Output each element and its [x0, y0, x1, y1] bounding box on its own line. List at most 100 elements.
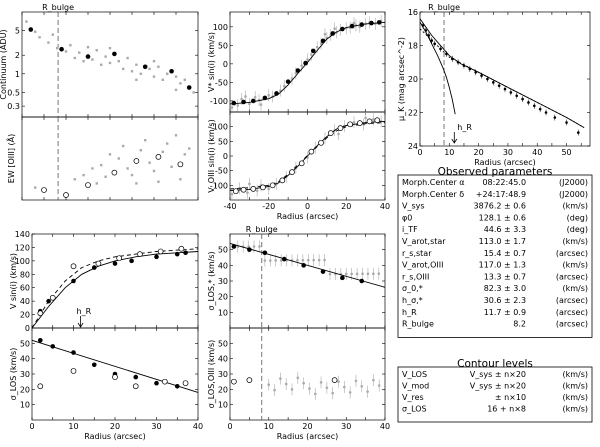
vstar-gray-point — [230, 106, 234, 109]
y-tick-label: 10 — [218, 401, 228, 410]
continuum-gray-point — [130, 70, 134, 73]
sigma-gas-gray-point — [343, 385, 346, 389]
y-tick-label: 2 — [15, 51, 20, 60]
x-tick-label: 40 — [193, 422, 203, 431]
vgas-point — [240, 186, 247, 193]
vsin-open-point — [49, 294, 56, 301]
continuum-point — [186, 85, 192, 90]
y-tick-label: 10 — [20, 401, 30, 410]
ew-gray-point — [104, 175, 107, 178]
vstar-gray-point — [240, 97, 243, 101]
y-axis-label: EW [OIII] (Å) — [5, 134, 16, 183]
vstar-point — [295, 68, 301, 73]
ew-gray-point — [139, 149, 142, 152]
vgas-model-curve — [229, 120, 386, 192]
sigma-open-point — [132, 383, 139, 390]
continuum-point — [169, 68, 174, 74]
ew-point — [111, 169, 118, 176]
panel-surface_brightness: 0 10 20 30 40 50 16 18 20 22 24 Radius (arcsec) μ_K … — [397, 3, 591, 167]
params-row-name: V_sys — [402, 202, 425, 211]
continuum-gray-point — [179, 82, 182, 85]
x-axis-label: Radius (arcsec) — [474, 158, 536, 167]
sigma-point — [50, 344, 56, 349]
sb-point — [491, 81, 495, 84]
sigma-star-gray-point — [269, 259, 272, 262]
params-row-value: 128.1 ± 0.6 — [479, 213, 526, 222]
contour-row-name: V_res — [402, 393, 424, 402]
continuum-gray-point — [108, 46, 112, 50]
x-tick-label: 20 — [110, 422, 120, 431]
y-tick-label: 100 — [15, 257, 30, 266]
x-tick-label: 0 — [29, 422, 34, 431]
vstar-gray-point — [310, 53, 313, 56]
sigma-gas-gray-point — [308, 387, 311, 390]
params-row-value: +24:17:48.9 — [476, 190, 526, 199]
sigma-gas-gray-point — [360, 384, 364, 388]
params-table-title: Observed parameters — [438, 166, 553, 178]
contour-table: Contour levels V_LOS V_sys ± n×20 (km/s) V_m… — [397, 358, 593, 423]
sigma-star-gray-point — [301, 258, 305, 262]
vstar-gray-point — [352, 21, 356, 25]
continuum-gray-point — [126, 56, 129, 60]
continuum-gray-point — [174, 75, 178, 78]
bulge-label: R_bulge — [42, 3, 74, 12]
sb-point — [427, 34, 431, 37]
y-tick-label: 24 — [408, 142, 418, 151]
sb-point — [474, 71, 477, 74]
params-row-value: 117.0 ± 1.3 — [479, 261, 526, 270]
bulge-model-curve — [419, 21, 456, 115]
continuum-gray-point — [148, 67, 151, 71]
vstar-point — [320, 38, 326, 44]
params-row-value: 3876.2 ± 0.6 — [474, 202, 527, 211]
vstar-point — [359, 22, 365, 27]
ew-gray-point — [73, 178, 76, 181]
params-row-unit: (deg) — [567, 213, 588, 222]
vgas-point — [289, 169, 295, 175]
vstar-gray-point — [253, 95, 257, 99]
vsin-model-curve — [31, 251, 199, 329]
ew-gray-point — [152, 169, 156, 173]
vgas-point — [374, 117, 381, 124]
continuum-point — [59, 46, 64, 52]
sigma-star-point — [231, 244, 237, 249]
params-row-value: 15.4 ± 0.7 — [484, 249, 526, 258]
vstar-point — [285, 79, 291, 84]
continuum-gray-point — [82, 59, 85, 63]
sb-point — [450, 57, 454, 61]
vsin-open-point — [70, 263, 77, 270]
ew-gray-point — [100, 163, 103, 167]
vstar-gray-point — [323, 32, 327, 36]
y-tick-label: 5 — [15, 27, 20, 36]
panel-vsin_bottom: 0 20 40 60 80 100 120 140 V sin(i) (km/s) h_R — [9, 230, 199, 333]
x-tick-label: 20 — [302, 422, 312, 431]
ew-gray-point — [179, 178, 182, 181]
vstar-point — [340, 26, 345, 32]
params-row-value: 113.0 ± 1.7 — [479, 237, 526, 246]
sigma-model-line — [31, 339, 199, 393]
sb-point — [527, 101, 530, 104]
vgas-gray-point — [267, 187, 271, 191]
sb-point — [424, 29, 428, 32]
vstar-gray-point — [319, 42, 323, 45]
continuum-gray-point — [100, 63, 103, 66]
continuum-gray-point — [91, 58, 94, 61]
contour-table-frame — [397, 366, 593, 423]
sigma-gas-gray-point — [354, 379, 358, 383]
x-tick-label: 0 — [227, 422, 232, 431]
y-tick-label: 1 — [15, 70, 20, 79]
params-row-unit: (arcsec) — [556, 320, 588, 329]
vsin-point — [174, 251, 180, 257]
panel-ew: EW [OIII] (Å) — [5, 116, 199, 201]
ew-gray-point — [161, 150, 164, 154]
panel-continuum: 0.3 0.5 1 2 5 Continuum (ADU) R_bulge — [0, 3, 199, 118]
sigma-star-gray-point — [323, 258, 326, 262]
sigma-star-gray-point — [350, 272, 353, 276]
vsin-open-point — [116, 255, 123, 262]
sb-point — [433, 42, 436, 46]
sigma-gas-gray-point — [331, 391, 334, 395]
sigma-gas-gray-point — [325, 386, 329, 390]
contour-row-value: ± n×10 — [495, 393, 526, 402]
vsin-open-point — [37, 310, 44, 317]
y-tick-label: 18 — [408, 42, 418, 51]
continuum-gray-point — [56, 46, 59, 50]
